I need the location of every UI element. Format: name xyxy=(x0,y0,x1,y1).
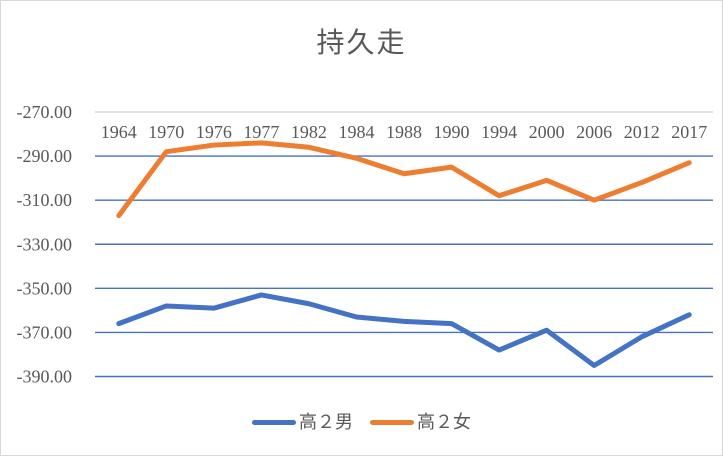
x-tick-label: 2012 xyxy=(624,122,660,142)
x-tick-label: 1994 xyxy=(481,122,517,142)
y-tick-label: -330.00 xyxy=(17,234,73,254)
legend-item-0: 高２男 xyxy=(252,413,353,431)
x-tick-label: 2006 xyxy=(576,122,612,142)
x-tick-label: 2000 xyxy=(529,122,565,142)
legend: 高２男 高２女 xyxy=(1,413,722,431)
x-tick-label: 1990 xyxy=(434,122,470,142)
legend-item-1: 高２女 xyxy=(370,413,471,431)
x-tick-label: 1982 xyxy=(291,122,327,142)
x-tick-label: 1964 xyxy=(101,122,137,142)
legend-label: 高２女 xyxy=(417,412,471,432)
y-tick-label: -390.00 xyxy=(17,367,73,387)
y-tick-label: -270.00 xyxy=(17,102,73,122)
series-line-1 xyxy=(116,140,692,219)
y-tick-label: -350.00 xyxy=(17,278,73,298)
y-tick-label: -310.00 xyxy=(17,190,73,210)
legend-line-swatch xyxy=(370,419,414,425)
x-tick-label: 1970 xyxy=(148,122,184,142)
x-tick-label: 1988 xyxy=(386,122,422,142)
y-tick-label: -290.00 xyxy=(17,146,73,166)
x-tick-label: 1977 xyxy=(243,122,279,142)
y-tick-label: -370.00 xyxy=(17,322,73,342)
legend-line-swatch xyxy=(252,419,296,425)
x-tick-label: 1984 xyxy=(338,122,374,142)
series-line-0 xyxy=(116,292,692,368)
chart-title: 持久走 xyxy=(316,28,407,59)
legend-label: 高２男 xyxy=(299,412,353,432)
x-tick-label: 1976 xyxy=(196,122,232,142)
x-tick-label: 2017 xyxy=(671,122,707,142)
